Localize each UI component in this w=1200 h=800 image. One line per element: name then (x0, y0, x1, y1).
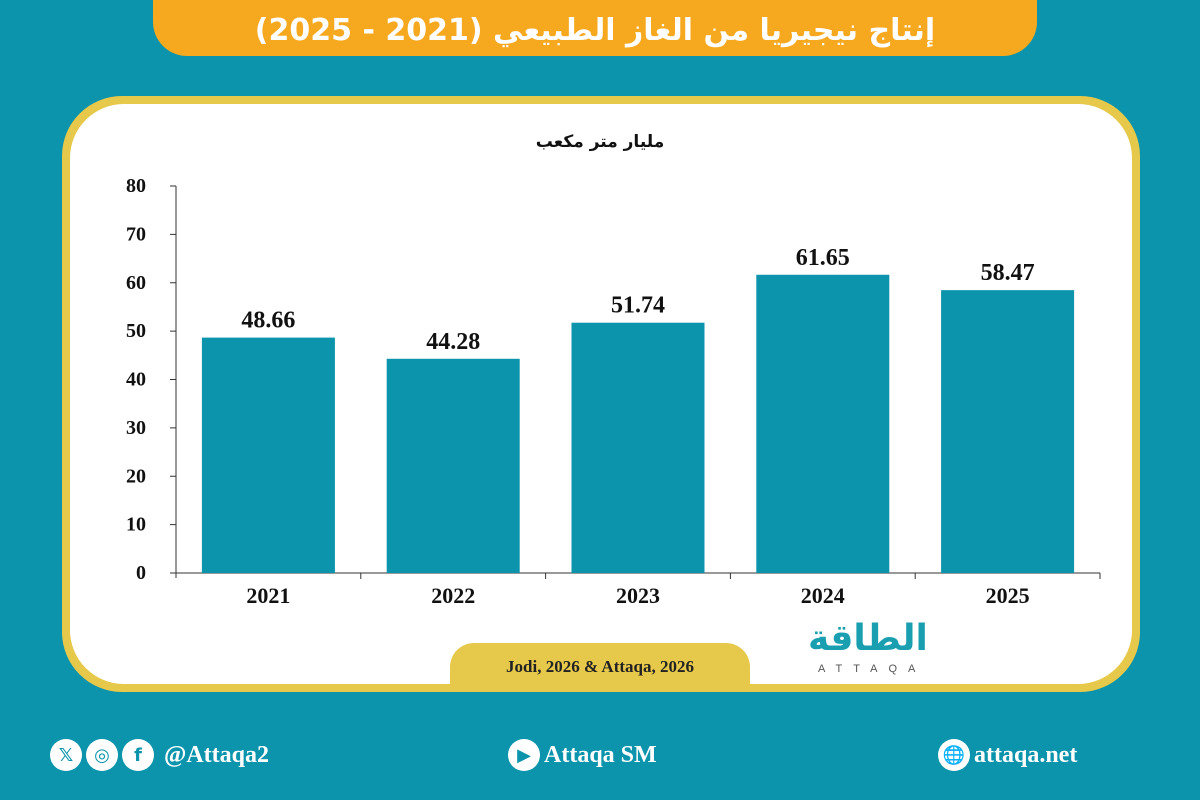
attaqa-logo: الطاقة ATTAQA (808, 618, 988, 680)
facebook-icon[interactable]: f (122, 739, 154, 771)
y-tick-label: 50 (126, 320, 146, 342)
y-tick-label: 0 (136, 562, 146, 584)
website-url: attaqa.net (974, 741, 1078, 768)
bar-2024 (756, 274, 890, 573)
data-label: 58.47 (981, 260, 1035, 286)
y-tick-label: 70 (126, 223, 146, 245)
y-axis-unit-label: مليار متر مكعب (535, 132, 665, 152)
title-banner: إنتاج نيجيريا من الغاز الطبيعي (2021 - 2… (153, 0, 1037, 56)
y-tick-label: 30 (126, 417, 146, 439)
source-label: Jodi, 2026 & Attaqa, 2026 (450, 643, 750, 691)
logo-latin: ATTAQA (818, 663, 927, 675)
bar-2025 (941, 290, 1075, 573)
data-label: 51.74 (611, 293, 665, 319)
y-tick-label: 80 (126, 175, 146, 197)
social-handle[interactable]: @Attaqa2 (164, 741, 269, 768)
y-tick-label: 60 (126, 272, 146, 294)
y-tick-label: 20 (126, 465, 146, 487)
youtube-link[interactable]: ▶ Attaqa SM (508, 735, 657, 775)
bar-2022 (386, 358, 520, 573)
social-links: 𝕏 ◎ f @Attaqa2 (50, 735, 269, 775)
y-tick-label: 40 (126, 369, 146, 391)
logo-arabic: الطاقة (808, 618, 928, 659)
data-label: 48.66 (241, 308, 295, 334)
chart-title: إنتاج نيجيريا من الغاز الطبيعي (2021 - 2… (254, 13, 936, 48)
data-label: 61.65 (796, 245, 850, 271)
globe-icon: 🌐 (938, 739, 970, 771)
x-tick-label: 2024 (801, 583, 845, 608)
youtube-channel: Attaqa SM (544, 741, 657, 768)
bar-2023 (571, 322, 705, 573)
y-tick-label: 10 (126, 514, 146, 536)
x-icon[interactable]: 𝕏 (50, 739, 82, 771)
x-tick-label: 2021 (246, 583, 290, 608)
bar-2021 (201, 337, 335, 573)
instagram-icon[interactable]: ◎ (86, 739, 118, 771)
youtube-icon: ▶ (508, 739, 540, 771)
x-tick-label: 2023 (616, 583, 660, 608)
data-label: 44.28 (426, 329, 480, 355)
x-tick-label: 2022 (431, 583, 475, 608)
website-link[interactable]: 🌐 attaqa.net (938, 735, 1077, 775)
x-tick-label: 2025 (986, 583, 1030, 608)
